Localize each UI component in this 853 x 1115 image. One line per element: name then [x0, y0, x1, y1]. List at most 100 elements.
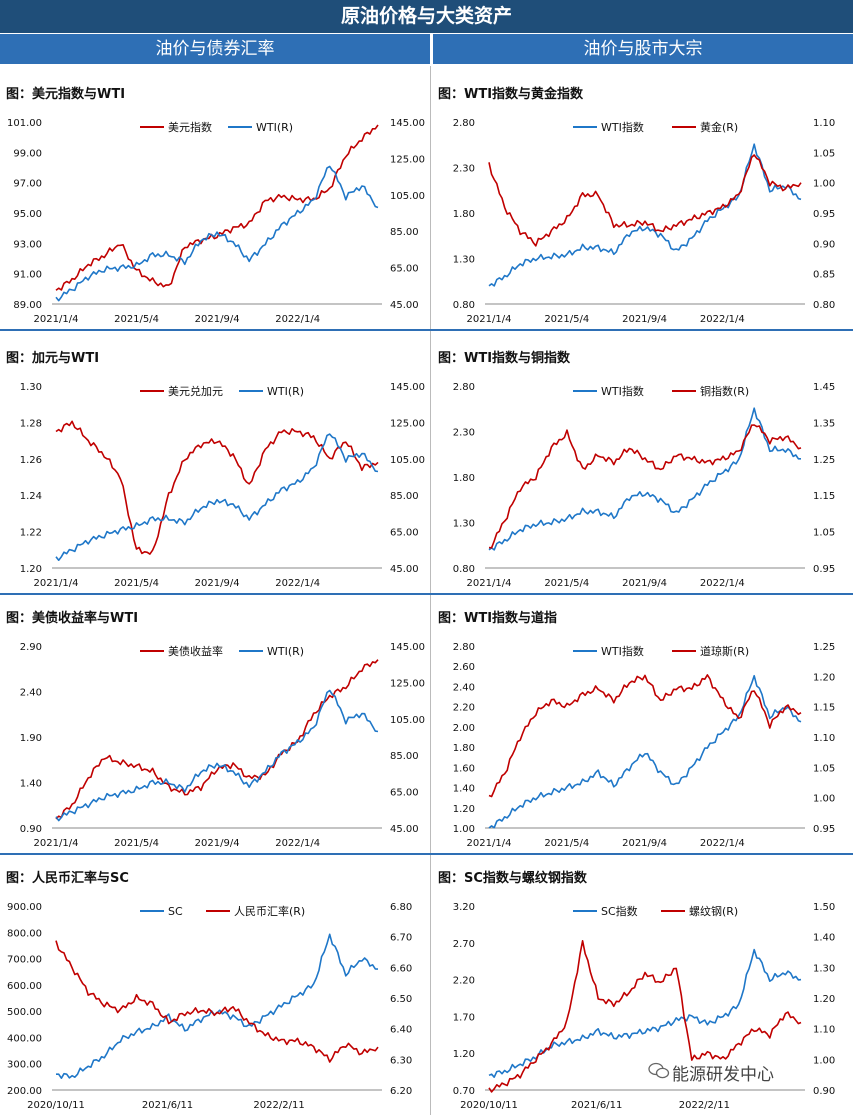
- x-tick-label: 2022/2/11: [253, 1100, 304, 1111]
- left-tick-label: 89.00: [13, 300, 42, 311]
- left-tick-label: 1.70: [453, 1012, 475, 1023]
- page-banner: 原油价格与大类资产: [0, 0, 853, 33]
- left-tick-label: 0.90: [20, 824, 42, 835]
- left-tick-label: 2.90: [20, 642, 42, 653]
- series-line-1: [55, 433, 379, 561]
- x-tick-label: 2021/1/4: [34, 314, 79, 325]
- watermark-text: 能源研发中心: [672, 1065, 774, 1085]
- legend-label-0: 美债收益率: [168, 644, 223, 658]
- chart-c3: 1.20 1.22 1.24 1.26 1.28 1.30 45.00 65.00 85.00 1…: [20, 382, 425, 589]
- left-tick-label: 1.30: [453, 255, 475, 266]
- x-tick-label: 2021/1/4: [467, 578, 512, 589]
- left-tick-label: 1.60: [453, 763, 475, 774]
- right-tick-label: 6.30: [390, 1055, 412, 1066]
- row-divider-2: [0, 593, 853, 595]
- right-tick-label: 0.95: [813, 564, 835, 575]
- left-tick-label: 2.80: [453, 642, 475, 653]
- right-tick-label: 1.10: [813, 118, 835, 129]
- right-tick-label: 0.80: [813, 300, 835, 311]
- left-tick-label: 2.70: [453, 939, 475, 950]
- right-tick-label: 6.80: [390, 902, 412, 913]
- section-header-left: 油价与债券汇率: [0, 34, 430, 64]
- left-tick-label: 2.60: [453, 662, 475, 673]
- right-tick-label: 65.00: [390, 788, 419, 799]
- right-tick-label: 6.70: [390, 933, 412, 944]
- left-tick-label: 2.80: [453, 382, 475, 393]
- legend-label-1: 人民币汇率(R): [234, 904, 305, 918]
- legend-label-1: WTI(R): [267, 645, 304, 658]
- left-tick-label: 99.00: [13, 148, 42, 159]
- right-tick-label: 1.05: [813, 528, 835, 539]
- legend-label-1: 铜指数(R): [700, 384, 749, 398]
- right-tick-label: 45.00: [390, 824, 419, 835]
- right-tick-label: 125.00: [390, 418, 425, 429]
- right-tick-label: 1.00: [813, 179, 835, 190]
- left-tick-label: 1.80: [453, 209, 475, 220]
- left-tick-label: 300.00: [7, 1060, 42, 1071]
- right-tick-label: 0.90: [813, 1086, 835, 1097]
- x-tick-label: 2021/5/4: [114, 838, 159, 849]
- chart-title-c7: 图：人民币汇率与SC: [6, 871, 129, 886]
- left-tick-label: 1.28: [20, 418, 42, 429]
- x-tick-label: 2021/9/4: [622, 314, 667, 325]
- left-tick-label: 1.30: [20, 382, 42, 393]
- left-tick-label: 1.80: [453, 743, 475, 754]
- series-line-0: [55, 420, 379, 555]
- chart-title-c5: 图：美债收益率与WTI: [6, 611, 139, 626]
- x-tick-label: 2021/5/4: [114, 314, 159, 325]
- left-tick-label: 2.30: [453, 428, 475, 439]
- legend-label-0: WTI指数: [601, 120, 644, 134]
- left-tick-label: 2.00: [453, 723, 475, 734]
- x-tick-label: 2022/2/11: [679, 1100, 730, 1111]
- right-tick-label: 65.00: [390, 528, 419, 539]
- left-tick-label: 1.40: [453, 784, 475, 795]
- legend-label-1: WTI(R): [256, 121, 293, 134]
- series-line-0: [488, 948, 802, 1078]
- right-tick-label: 1.15: [813, 703, 835, 714]
- x-tick-label: 2021/6/11: [571, 1100, 622, 1111]
- left-tick-label: 2.40: [20, 688, 42, 699]
- x-tick-label: 2021/9/4: [195, 578, 240, 589]
- x-tick-label: 2021/1/4: [467, 314, 512, 325]
- left-tick-label: 800.00: [7, 928, 42, 939]
- left-tick-label: 2.40: [453, 682, 475, 693]
- chart-title-c8: 图：SC指数与螺纹钢指数: [438, 871, 587, 886]
- right-tick-label: 1.40: [813, 933, 835, 944]
- right-tick-label: 0.95: [813, 209, 835, 220]
- left-tick-label: 1.20: [453, 1049, 475, 1060]
- x-tick-label: 2021/1/4: [467, 838, 512, 849]
- left-tick-label: 1.80: [453, 473, 475, 484]
- left-tick-label: 1.00: [453, 824, 475, 835]
- chart-title-c2: 图：WTI指数与黄金指数: [438, 87, 584, 102]
- chart-c8: 0.70 1.20 1.70 2.20 2.70 3.20 0.90 1.00 1.10 1.20…: [453, 902, 836, 1111]
- chart-c6: 1.00 1.20 1.40 1.60 1.80 2.00 2.20 2.40 2.60 2.80…: [453, 642, 836, 849]
- series-line-0: [55, 124, 379, 291]
- right-tick-label: 1.15: [813, 491, 835, 502]
- left-tick-label: 900.00: [7, 902, 42, 913]
- right-tick-label: 1.30: [813, 963, 835, 974]
- right-tick-label: 1.35: [813, 418, 835, 429]
- x-tick-label: 2022/1/4: [700, 578, 745, 589]
- right-tick-label: 0.95: [813, 824, 835, 835]
- left-tick-label: 1.24: [20, 491, 42, 502]
- right-tick-label: 1.20: [813, 994, 835, 1005]
- right-tick-label: 1.50: [813, 902, 835, 913]
- right-tick-label: 145.00: [390, 118, 425, 129]
- left-tick-label: 0.80: [453, 300, 475, 311]
- right-tick-label: 1.25: [813, 455, 835, 466]
- right-tick-label: 1.10: [813, 733, 835, 744]
- left-tick-label: 2.20: [453, 976, 475, 987]
- x-tick-label: 2021/9/4: [622, 578, 667, 589]
- left-tick-label: 95.00: [13, 209, 42, 220]
- x-tick-label: 2022/1/4: [275, 314, 320, 325]
- left-tick-label: 200.00: [7, 1086, 42, 1097]
- right-tick-label: 1.00: [813, 794, 835, 805]
- right-tick-label: 85.00: [390, 751, 419, 762]
- right-tick-label: 105.00: [390, 455, 425, 466]
- right-tick-label: 6.60: [390, 963, 412, 974]
- right-tick-label: 1.05: [813, 148, 835, 159]
- right-tick-label: 125.00: [390, 678, 425, 689]
- legend-label-0: WTI指数: [601, 384, 644, 398]
- legend-label-1: 道琼斯(R): [700, 644, 749, 658]
- x-tick-label: 2021/9/4: [622, 838, 667, 849]
